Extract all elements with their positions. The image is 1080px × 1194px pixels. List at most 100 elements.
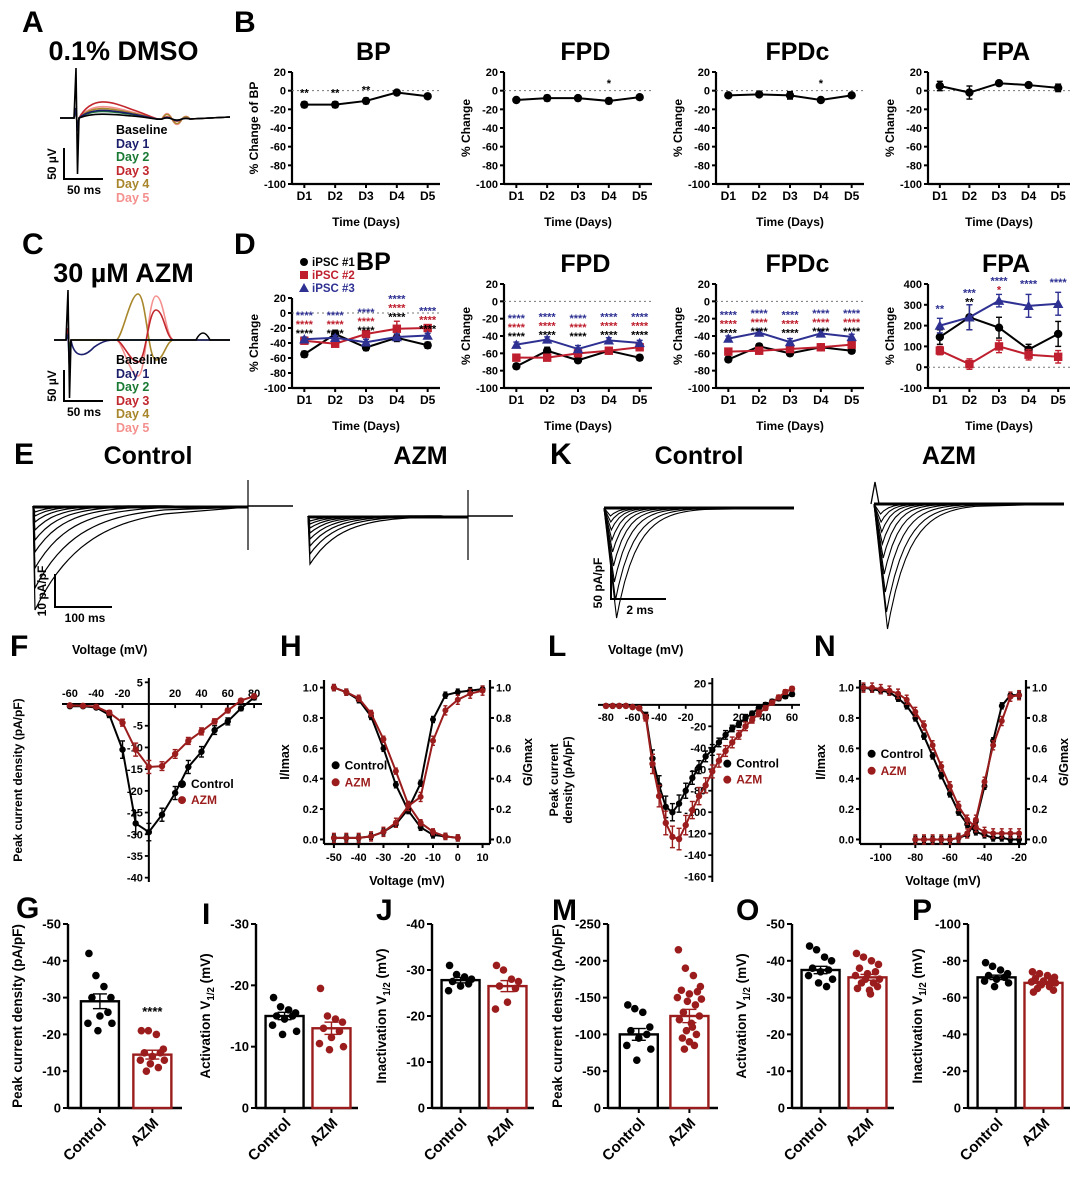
svg-text:-10: -10 bbox=[425, 852, 441, 864]
svg-text:-100: -100 bbox=[476, 383, 498, 395]
svg-text:G/Gmax: G/Gmax bbox=[521, 738, 535, 786]
svg-text:D4: D4 bbox=[1021, 393, 1037, 407]
svg-text:iPSC #1: iPSC #1 bbox=[312, 257, 355, 269]
svg-text:**: ** bbox=[331, 87, 340, 99]
svg-text:****: **** bbox=[569, 313, 587, 325]
svg-text:Control: Control bbox=[245, 1115, 295, 1165]
svg-text:-50: -50 bbox=[766, 917, 785, 932]
legend-entry: Day 1 bbox=[116, 366, 150, 381]
svg-text:***: *** bbox=[963, 287, 977, 299]
svg-text:0: 0 bbox=[954, 1101, 961, 1116]
svg-text:****: **** bbox=[600, 311, 618, 323]
svg-text:-30: -30 bbox=[766, 990, 785, 1005]
svg-text:0.6: 0.6 bbox=[303, 743, 318, 755]
scalebar-vertical bbox=[63, 148, 65, 180]
svg-text:****: **** bbox=[539, 329, 557, 341]
svg-text:-80: -80 bbox=[270, 368, 286, 380]
svg-text:Voltage (mV): Voltage (mV) bbox=[905, 874, 980, 888]
panel-letter-m: M bbox=[552, 894, 577, 927]
legend-entry: Baseline bbox=[116, 123, 168, 137]
svg-text:Voltage (mV): Voltage (mV) bbox=[369, 874, 444, 888]
svg-text:G/Gmax: G/Gmax bbox=[1057, 738, 1071, 786]
svg-text:-15: -15 bbox=[127, 764, 143, 776]
svg-text:Time (Days): Time (Days) bbox=[756, 419, 824, 433]
svg-text:-30: -30 bbox=[42, 990, 61, 1005]
svg-text:**: ** bbox=[300, 87, 309, 99]
svg-text:D1: D1 bbox=[932, 393, 948, 407]
svg-text:D2: D2 bbox=[327, 189, 343, 203]
svg-text:20: 20 bbox=[274, 293, 286, 305]
svg-text:Voltage (mV): Voltage (mV) bbox=[72, 643, 147, 657]
panel-letter-j: J bbox=[376, 894, 393, 927]
svg-text:Activation V1/2 (mV): Activation V1/2 (mV) bbox=[734, 953, 753, 1078]
svg-text:1.0: 1.0 bbox=[839, 683, 854, 695]
scalebar-vertical-label: 50 µV bbox=[45, 370, 59, 402]
svg-text:0.4: 0.4 bbox=[303, 774, 319, 786]
svg-text:% Change of BP: % Change of BP bbox=[247, 82, 261, 175]
chart-b-fpa: FPA 20 0 -20 -40 -60 -80 -100 D1 D2 D3 D4 D5 Time (Da… bbox=[882, 38, 1078, 230]
svg-text:-250: -250 bbox=[575, 917, 601, 932]
svg-text:****: **** bbox=[388, 294, 406, 306]
svg-text:-20: -20 bbox=[115, 688, 131, 700]
scalebar-horizontal-label: 2 ms bbox=[626, 603, 654, 617]
svg-text:-40: -40 bbox=[88, 688, 104, 700]
svg-text:D3: D3 bbox=[358, 189, 374, 203]
svg-text:D3: D3 bbox=[358, 393, 374, 407]
svg-text:-80: -80 bbox=[482, 366, 498, 378]
svg-text:D5: D5 bbox=[632, 189, 648, 203]
scalebar-horizontal bbox=[54, 606, 112, 608]
svg-text:-40: -40 bbox=[694, 123, 710, 135]
svg-text:-80: -80 bbox=[482, 160, 498, 172]
legend-entry: Day 5 bbox=[116, 420, 150, 435]
svg-text:-20: -20 bbox=[400, 852, 416, 864]
scalebar-horizontal-label: 100 ms bbox=[64, 611, 106, 625]
svg-text:D4: D4 bbox=[601, 189, 617, 203]
svg-text:****: **** bbox=[327, 310, 345, 322]
svg-text:-60: -60 bbox=[906, 142, 922, 154]
svg-text:60: 60 bbox=[786, 712, 798, 724]
svg-text:-160: -160 bbox=[684, 872, 706, 884]
svg-text:D5: D5 bbox=[844, 393, 860, 407]
svg-text:-40: -40 bbox=[270, 123, 286, 135]
svg-text:FPDc: FPDc bbox=[765, 250, 829, 278]
svg-text:D5: D5 bbox=[632, 393, 648, 407]
svg-text:D1: D1 bbox=[721, 189, 737, 203]
svg-text:20: 20 bbox=[694, 678, 706, 690]
svg-text:100: 100 bbox=[904, 341, 922, 353]
svg-text:****: **** bbox=[539, 320, 557, 332]
svg-text:-20: -20 bbox=[270, 104, 286, 116]
svg-text:*: * bbox=[997, 284, 1002, 296]
svg-text:0: 0 bbox=[704, 296, 710, 308]
svg-text:0.0: 0.0 bbox=[839, 834, 854, 846]
svg-text:-100: -100 bbox=[688, 179, 710, 191]
svg-text:D2: D2 bbox=[539, 189, 555, 203]
svg-text:D2: D2 bbox=[751, 393, 767, 407]
svg-text:****: **** bbox=[296, 328, 314, 340]
svg-text:-140: -140 bbox=[684, 850, 706, 862]
svg-text:-80: -80 bbox=[942, 953, 961, 968]
svg-text:-40: -40 bbox=[977, 852, 993, 864]
svg-text:D4: D4 bbox=[1021, 189, 1037, 203]
svg-text:20: 20 bbox=[486, 279, 498, 291]
svg-text:-20: -20 bbox=[694, 314, 710, 326]
svg-text:-20: -20 bbox=[482, 104, 498, 116]
current-trace-family-k bbox=[544, 476, 1076, 636]
svg-text:Control: Control bbox=[736, 757, 779, 771]
scalebar-vertical-label: 10 pA/pF bbox=[35, 565, 49, 617]
svg-text:D3: D3 bbox=[991, 189, 1007, 203]
svg-text:-20: -20 bbox=[1011, 852, 1027, 864]
chart-j-inactivation-bar: -40 -30 -20 -10 0 Control AZM Inactivation V1/2… bbox=[372, 898, 540, 1190]
svg-text:**: ** bbox=[362, 84, 371, 96]
svg-text:-80: -80 bbox=[598, 712, 614, 724]
svg-text:I/Imax: I/Imax bbox=[278, 744, 292, 779]
svg-text:-10: -10 bbox=[766, 1064, 785, 1079]
svg-text:0.4: 0.4 bbox=[839, 774, 855, 786]
svg-text:****: **** bbox=[142, 1004, 163, 1019]
svg-text:20: 20 bbox=[910, 67, 922, 79]
svg-text:Control: Control bbox=[60, 1115, 110, 1165]
svg-text:-100: -100 bbox=[688, 383, 710, 395]
svg-text:0: 0 bbox=[594, 1101, 601, 1116]
svg-text:-50: -50 bbox=[42, 917, 61, 932]
svg-text:I/Imax: I/Imax bbox=[814, 744, 828, 779]
svg-text:AZM: AZM bbox=[191, 793, 217, 807]
